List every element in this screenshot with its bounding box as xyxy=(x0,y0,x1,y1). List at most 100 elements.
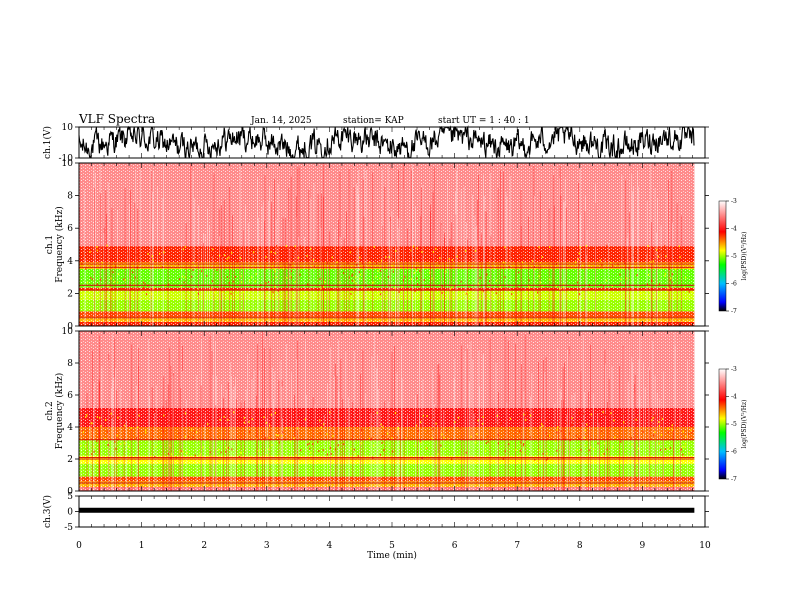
spectrogram-fleck xyxy=(562,457,564,460)
spectrogram-fleck xyxy=(659,448,662,451)
spectrogram-fleck xyxy=(692,430,694,433)
spectrogram-fleck xyxy=(101,261,103,264)
spectrogram-fleck xyxy=(397,427,399,430)
spectrogram-fleck xyxy=(462,255,464,258)
spectrogram-fleck xyxy=(457,416,460,419)
spectrogram-fleck xyxy=(563,290,566,293)
spectrogram-fleck xyxy=(304,418,307,421)
spectrogram-fleck xyxy=(688,290,690,293)
spectrogram-fleck xyxy=(90,276,92,279)
spectrogram-fleck xyxy=(86,414,88,417)
spectrogram-fleck xyxy=(605,279,607,282)
spectrogram-fleck xyxy=(207,423,209,426)
spectrogram-fleck xyxy=(456,455,459,458)
spectrogram-fleck xyxy=(228,282,230,285)
spectrogram-fleck xyxy=(482,415,484,418)
spectrogram-fleck xyxy=(470,435,472,438)
spectrogram-fleck xyxy=(135,253,137,256)
spectrogram-fleck xyxy=(285,245,287,248)
spectrogram-fleck xyxy=(653,252,655,255)
spectrogram-fleck xyxy=(396,412,398,415)
spectrogram-fleck xyxy=(549,278,551,281)
spectrogram-fleck xyxy=(603,452,605,455)
spectrogram-fleck xyxy=(194,431,196,434)
spectrogram-fleck xyxy=(425,446,427,449)
colorbar xyxy=(718,200,727,312)
spectrogram-fleck xyxy=(227,446,230,449)
spectrogram-fleck xyxy=(412,411,414,414)
spectrogram-fleck xyxy=(192,262,194,265)
spectrogram-fleck xyxy=(326,433,328,436)
spectrogram-fleck xyxy=(107,444,109,447)
y-tick-label: 10 xyxy=(62,123,74,133)
spectrogram-fleck xyxy=(439,257,441,260)
spectrogram-fleck xyxy=(485,442,487,445)
spectrogram-fleck xyxy=(441,291,443,294)
y-tick-label: -10 xyxy=(59,154,74,164)
spectrogram-fleck xyxy=(476,433,478,436)
spectrogram-fleck xyxy=(112,415,114,418)
spectrogram-fleck xyxy=(92,427,94,430)
spectrogram-fleck xyxy=(637,447,639,450)
spectrogram-fleck xyxy=(446,411,448,414)
spectrogram-fleck xyxy=(91,422,93,425)
spectrogram-fleck xyxy=(654,431,656,434)
spectrogram-fleck xyxy=(477,419,479,422)
spectrogram-fleck xyxy=(167,283,170,286)
y-label-line: Frequency (kHz) xyxy=(54,206,65,283)
spectrogram-fleck xyxy=(604,442,606,445)
spectrogram-fleck xyxy=(217,448,220,451)
spectrogram-fleck xyxy=(299,273,301,276)
spectrogram-fleck xyxy=(360,248,363,251)
spectrogram-fleck xyxy=(135,436,138,439)
spectrogram-fleck xyxy=(479,276,481,279)
spectrogram-fleck xyxy=(423,257,425,260)
spectrogram-fleck xyxy=(170,457,172,460)
spectrogram-fleck xyxy=(658,442,660,445)
colorbar xyxy=(718,368,727,480)
spectrogram-fleck xyxy=(679,256,681,259)
spectrogram-fleck xyxy=(267,436,269,439)
spectrogram-fleck xyxy=(667,287,669,290)
x-tick-label: 2 xyxy=(201,541,207,551)
x-tick-label: 9 xyxy=(640,541,646,551)
spectrogram-fleck xyxy=(307,283,309,286)
spectrogram-fleck xyxy=(495,423,497,426)
spectrogram-fleck xyxy=(477,282,480,285)
spectrogram-fleck xyxy=(688,451,690,454)
y-tick-label: 5 xyxy=(67,492,73,502)
spectrogram-fleck xyxy=(91,278,93,281)
spectrogram-fleck xyxy=(439,427,441,430)
x-tick-label: 3 xyxy=(264,541,270,551)
spectrogram-fleck xyxy=(240,281,243,284)
spectrogram-fleck xyxy=(91,453,93,456)
spectrogram-fleck xyxy=(410,256,412,259)
spectrogram-fleck xyxy=(651,279,653,282)
spectrogram-fleck xyxy=(520,441,522,444)
spectrogram-fleck xyxy=(440,444,442,447)
spectrogram-fleck xyxy=(371,423,373,426)
spectrogram-fleck xyxy=(623,254,625,257)
spectrogram-fleck xyxy=(140,259,143,262)
spectrogram-fleck xyxy=(577,411,580,414)
spectrogram-fleck xyxy=(417,429,420,432)
y-tick-label: 0 xyxy=(67,508,73,518)
spectrogram-fleck xyxy=(556,431,558,434)
spectrogram-fleck xyxy=(655,259,658,262)
spectrogram-fleck xyxy=(180,449,182,452)
spectrogram-fleck xyxy=(460,280,462,283)
spectrogram-fleck xyxy=(665,255,667,258)
spectrogram-fleck xyxy=(688,432,690,435)
y-tick-label: 8 xyxy=(67,192,73,202)
spectrogram-fleck xyxy=(268,448,270,451)
spectrogram-fleck xyxy=(528,279,530,282)
spectrogram-fleck xyxy=(201,270,203,273)
spectrogram-fleck xyxy=(509,417,512,420)
spectrogram-fleck xyxy=(342,259,344,262)
spectrogram-fleck xyxy=(274,252,276,255)
spectrogram-fleck xyxy=(545,458,547,461)
spectrogram-fleck xyxy=(373,245,375,248)
spectrogram-fleck xyxy=(110,277,112,280)
spectrogram-fleck xyxy=(562,283,565,286)
spectrogram-fleck xyxy=(545,432,547,435)
